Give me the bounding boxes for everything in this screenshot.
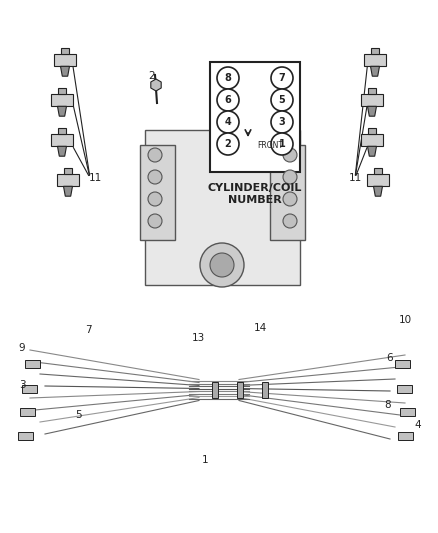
Circle shape: [148, 192, 162, 206]
Bar: [57, 174, 79, 187]
Circle shape: [200, 243, 244, 287]
Bar: [371, 49, 378, 54]
Bar: [374, 168, 381, 174]
Bar: [400, 408, 415, 416]
Text: 6: 6: [387, 353, 393, 363]
Bar: [51, 134, 73, 146]
Text: 7: 7: [85, 325, 91, 335]
Polygon shape: [57, 146, 67, 156]
Bar: [368, 128, 376, 134]
Circle shape: [217, 111, 239, 133]
Bar: [364, 54, 386, 66]
Circle shape: [210, 253, 234, 277]
Bar: [398, 432, 413, 440]
Bar: [237, 382, 243, 398]
Circle shape: [148, 148, 162, 162]
Text: 7: 7: [279, 73, 286, 83]
Bar: [395, 360, 410, 368]
Text: 14: 14: [253, 323, 267, 333]
Polygon shape: [60, 66, 70, 76]
Text: 1: 1: [201, 455, 208, 465]
Circle shape: [148, 214, 162, 228]
Text: 2: 2: [148, 71, 155, 81]
Circle shape: [283, 148, 297, 162]
Bar: [210, 62, 300, 172]
Polygon shape: [145, 130, 300, 285]
Text: 5: 5: [279, 95, 286, 105]
Bar: [20, 408, 35, 416]
Text: 9: 9: [19, 343, 25, 353]
Bar: [361, 134, 383, 146]
Text: 6: 6: [225, 95, 231, 105]
Text: CYLINDER/COIL: CYLINDER/COIL: [208, 183, 302, 193]
Circle shape: [283, 214, 297, 228]
Circle shape: [271, 67, 293, 89]
Bar: [397, 385, 412, 393]
Bar: [58, 88, 66, 94]
Text: 2: 2: [225, 139, 231, 149]
Text: 4: 4: [225, 117, 231, 127]
Text: 5: 5: [75, 410, 81, 420]
Circle shape: [271, 133, 293, 155]
Circle shape: [283, 192, 297, 206]
Circle shape: [217, 133, 239, 155]
Bar: [54, 54, 76, 66]
Text: 3: 3: [279, 117, 286, 127]
Bar: [368, 88, 376, 94]
Text: NUMBER: NUMBER: [228, 195, 282, 205]
Bar: [361, 94, 383, 106]
Bar: [140, 145, 175, 240]
Polygon shape: [64, 187, 73, 196]
Circle shape: [217, 89, 239, 111]
Text: 8: 8: [385, 400, 391, 410]
Polygon shape: [367, 106, 377, 116]
Circle shape: [283, 170, 297, 184]
Text: 10: 10: [399, 315, 412, 325]
Text: 8: 8: [225, 73, 231, 83]
Polygon shape: [367, 146, 377, 156]
Polygon shape: [374, 187, 382, 196]
Bar: [262, 382, 268, 398]
Bar: [61, 49, 69, 54]
Polygon shape: [371, 66, 379, 76]
Bar: [58, 128, 66, 134]
Text: 3: 3: [19, 380, 25, 390]
Text: 11: 11: [88, 173, 102, 183]
Text: 11: 11: [348, 173, 362, 183]
Text: FRONT: FRONT: [257, 141, 283, 150]
Bar: [64, 168, 71, 174]
Text: 1: 1: [279, 139, 286, 149]
Circle shape: [271, 111, 293, 133]
Text: 4: 4: [415, 420, 421, 430]
Bar: [18, 432, 33, 440]
Bar: [51, 94, 73, 106]
Text: 13: 13: [191, 333, 205, 343]
Circle shape: [217, 67, 239, 89]
Bar: [212, 382, 218, 398]
Polygon shape: [57, 106, 67, 116]
Bar: [22, 385, 37, 393]
Bar: [367, 174, 389, 187]
Circle shape: [271, 89, 293, 111]
Bar: [25, 360, 40, 368]
Bar: [270, 145, 305, 240]
Circle shape: [148, 170, 162, 184]
